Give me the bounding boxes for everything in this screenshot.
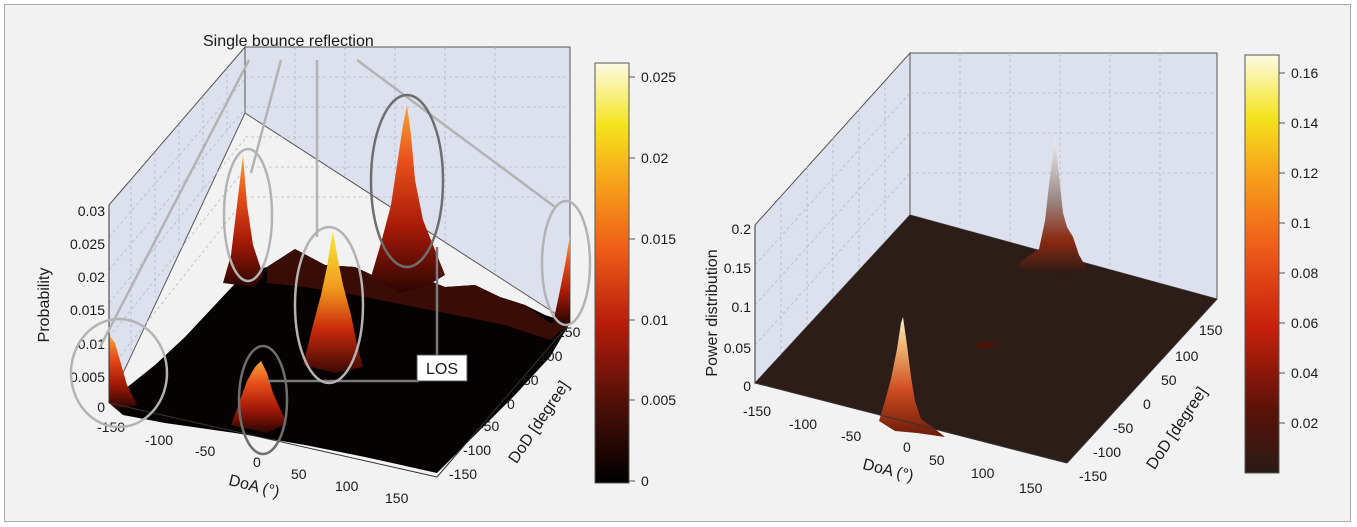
left-x-tick: 0 — [253, 454, 261, 470]
left-peak-back-left — [223, 155, 263, 287]
left-ellipse-right-edge — [540, 199, 592, 327]
left-y-tick: 100 — [539, 348, 563, 364]
right-small-bump — [971, 341, 999, 349]
right-peak-secondary — [879, 317, 945, 437]
left-y-tick: 0 — [507, 396, 515, 412]
left-z-axis-label: Probability — [36, 268, 53, 343]
left-peak-los — [231, 361, 287, 433]
right-colorbar-tick: 0.06 — [1291, 315, 1318, 331]
left-x-tick: -50 — [195, 443, 215, 459]
right-colorbar-ticks — [1279, 72, 1285, 424]
right-z-tick: 0 — [743, 378, 751, 394]
right-surface-floor — [755, 215, 1217, 463]
right-peak-main — [1015, 137, 1087, 275]
left-peak-tall — [371, 105, 445, 293]
left-y-tick: -100 — [463, 442, 491, 458]
left-y-tick: -50 — [479, 418, 499, 434]
right-x-tick: -100 — [789, 416, 817, 432]
right-y-tick: -50 — [1113, 420, 1133, 436]
left-box-edges — [108, 205, 571, 478]
right-colorbar: 0.02 0.04 0.06 0.08 0.1 0.12 0.14 0.16 — [1244, 54, 1318, 474]
left-peak-yellow — [303, 231, 363, 373]
left-x-tick: 100 — [335, 478, 359, 494]
left-z-tick: 0.015 — [70, 302, 105, 318]
right-colorbar-tick: 0.02 — [1291, 415, 1318, 431]
right-x-tick: -150 — [743, 403, 771, 419]
right-colorbar-tick: 0.04 — [1291, 365, 1318, 381]
left-ellipse-corner — [69, 317, 169, 429]
right-x-tick: 50 — [929, 452, 945, 468]
left-z-ticks: 0 0.005 0.01 0.015 0.02 0.025 0.03 — [70, 203, 105, 415]
left-peak-corner — [109, 335, 137, 409]
left-x-axis-label: DoA (°) — [227, 472, 281, 501]
right-y-tick: 150 — [1199, 322, 1223, 338]
left-y-tick: 150 — [557, 324, 581, 340]
right-z-tick: 0.2 — [732, 221, 752, 237]
figure-panel: 0 0.005 0.01 0.015 0.02 0.025 0.03 Proba… — [4, 4, 1351, 522]
left-x-tick: -100 — [145, 432, 173, 448]
left-colorbar-tick: 0.015 — [641, 231, 676, 247]
right-box-edges — [754, 225, 1218, 464]
left-z-tick: 0.01 — [78, 336, 105, 352]
left-y-tick: -150 — [449, 466, 477, 482]
right-z-tick: 0.05 — [724, 340, 751, 356]
right-y-ticks: -150 -100 -50 0 50 100 150 — [1079, 322, 1223, 484]
annotation-los-box — [416, 354, 468, 382]
left-peak-right-edge — [553, 235, 570, 323]
left-colorbar-tick: 0 — [641, 473, 649, 489]
left-colorbar: 0 0.005 0.01 0.015 0.02 0.025 — [594, 62, 676, 489]
left-ellipse-back-left — [222, 147, 274, 283]
right-x-ticks: -150 -100 -50 0 50 100 150 — [743, 403, 1043, 496]
annotation-single-bounce: Single bounce reflection — [203, 33, 374, 50]
right-x-tick: 150 — [1019, 480, 1043, 496]
left-ellipse-tall-peak — [369, 93, 445, 269]
right-colorbar-gradient — [1244, 54, 1280, 474]
figure-canvas: 0 0.005 0.01 0.015 0.02 0.025 0.03 Proba… — [36, 33, 1318, 506]
left-colorbar-tick: 0.005 — [641, 392, 676, 408]
right-y-axis-label: DoD [degree] — [1144, 384, 1211, 472]
left-plot: 0 0.005 0.01 0.015 0.02 0.025 0.03 Proba… — [36, 33, 592, 506]
right-y-tick: -100 — [1093, 444, 1121, 460]
right-y-tick: 0 — [1143, 396, 1151, 412]
left-colorbar-ticks — [629, 76, 635, 482]
annotation-los: LOS — [426, 361, 458, 378]
right-y-tick: -150 — [1079, 468, 1107, 484]
right-x-axis-label: DoA (°) — [861, 456, 915, 485]
left-x-tick: 150 — [385, 490, 409, 506]
right-colorbar-tick: 0.08 — [1291, 265, 1318, 281]
left-x-ticks: -150 -100 -50 0 50 100 150 — [97, 419, 409, 506]
left-z-tick: 0.02 — [78, 269, 105, 285]
right-colorbar-tick: 0.12 — [1291, 165, 1318, 181]
left-colorbar-tick: 0.01 — [641, 312, 668, 328]
right-colorbar-tick: 0.16 — [1291, 65, 1318, 81]
left-z-tick: 0 — [97, 399, 105, 415]
left-y-ticks: -150 -100 -50 0 50 100 150 — [449, 324, 581, 482]
right-x-tick: 100 — [971, 465, 995, 481]
right-x-tick: -50 — [841, 428, 861, 444]
left-colorbar-tick: 0.02 — [641, 150, 668, 166]
right-z-tick: 0.1 — [732, 299, 752, 315]
left-ellipse-los — [237, 344, 289, 456]
left-z-tick: 0.03 — [78, 203, 105, 219]
right-colorbar-tick: 0.1 — [1291, 215, 1311, 231]
right-colorbar-tick: 0.14 — [1291, 115, 1318, 131]
right-z-ticks: 0 0.05 0.1 0.15 0.2 — [724, 221, 751, 394]
left-grid — [108, 47, 570, 371]
left-colorbar-gradient — [594, 62, 630, 484]
right-x-tick: 0 — [903, 439, 911, 455]
left-z-tick: 0.025 — [70, 236, 105, 252]
left-ellipse-yellow-peak — [293, 225, 365, 385]
left-surface-ridge — [267, 249, 570, 340]
right-y-tick: 50 — [1161, 372, 1177, 388]
right-plot: 0 0.05 0.1 0.15 0.2 Power distribution -… — [704, 51, 1223, 496]
left-z-tick: 0.005 — [70, 369, 105, 385]
left-x-tick: 50 — [291, 466, 307, 482]
right-y-tick: 100 — [1175, 348, 1199, 364]
left-annotations — [69, 58, 592, 456]
left-colorbar-tick: 0.025 — [641, 69, 676, 85]
right-z-axis-label: Power distribution — [704, 249, 721, 376]
left-y-tick: 50 — [523, 372, 539, 388]
right-z-tick: 0.15 — [724, 260, 751, 276]
